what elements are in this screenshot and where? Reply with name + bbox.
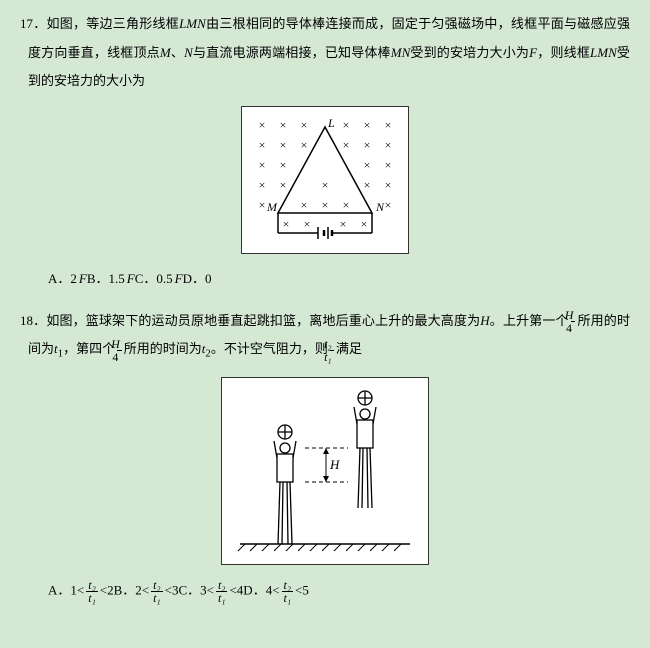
q17-number: 17．: [20, 16, 47, 31]
jump-diagram: H: [230, 386, 420, 556]
svg-text:×: ×: [304, 217, 311, 231]
svg-text:×: ×: [259, 178, 266, 192]
svg-text:×: ×: [340, 217, 347, 231]
svg-text:×: ×: [259, 158, 266, 172]
q18-number: 18．: [20, 313, 46, 328]
question-18: 18．如图，篮球架下的运动员原地垂直起跳扣篮，离地后重心上升的最大高度为H。上升…: [20, 307, 630, 604]
svg-text:×: ×: [283, 217, 290, 231]
svg-text:×: ×: [385, 198, 392, 212]
question-17-text: 17．如图，等边三角形线框LMN由三根相同的导体棒连接而成，固定于匀强磁场中，线…: [28, 10, 630, 96]
label-H: H: [329, 457, 340, 472]
question-17: 17．如图，等边三角形线框LMN由三根相同的导体棒连接而成，固定于匀强磁场中，线…: [20, 10, 630, 287]
svg-text:×: ×: [280, 178, 287, 192]
svg-text:×: ×: [280, 158, 287, 172]
label-N: N: [375, 200, 385, 214]
svg-text:×: ×: [322, 178, 329, 192]
q17-figure-box: × × × × × × × × × × × × × × × × × × × × × × × × × × × × × ×: [241, 106, 409, 254]
q17-options: A．2FB．1.5FC．0.5FD．0: [48, 268, 630, 287]
svg-text:×: ×: [385, 178, 392, 192]
svg-text:×: ×: [343, 138, 350, 152]
svg-text:×: ×: [280, 118, 287, 132]
q18-options: A．1<t₂t₁<2B．2<t₂t₁<3C．3<t₂t₁<4D．4<t₂t₁<5: [48, 579, 630, 604]
svg-text:×: ×: [259, 138, 266, 152]
label-L: L: [327, 116, 335, 130]
svg-text:×: ×: [385, 158, 392, 172]
svg-text:×: ×: [343, 118, 350, 132]
svg-text:×: ×: [364, 158, 371, 172]
svg-text:×: ×: [343, 198, 350, 212]
svg-text:×: ×: [322, 198, 329, 212]
q18-figure-box: H: [221, 377, 429, 565]
svg-text:×: ×: [301, 138, 308, 152]
svg-text:×: ×: [364, 138, 371, 152]
svg-text:×: ×: [280, 138, 287, 152]
fraction-H4-1: H4: [571, 309, 576, 334]
svg-text:×: ×: [385, 118, 392, 132]
svg-text:×: ×: [259, 118, 266, 132]
fraction-t2t1: t₂t₁: [330, 338, 334, 363]
label-M: M: [266, 200, 278, 214]
svg-text:×: ×: [361, 217, 368, 231]
svg-text:×: ×: [385, 138, 392, 152]
q18-figure: H: [20, 377, 630, 569]
q17-figure: × × × × × × × × × × × × × × × × × × × × × × × × × × × × × ×: [20, 106, 630, 258]
fraction-H4-2: H4: [117, 338, 122, 363]
svg-text:×: ×: [259, 198, 266, 212]
svg-text:×: ×: [364, 118, 371, 132]
svg-text:×: ×: [301, 118, 308, 132]
triangle-field-diagram: × × × × × × × × × × × × × × × × × × × × × × × × × × × × × ×: [250, 115, 400, 245]
svg-text:×: ×: [364, 178, 371, 192]
question-18-text: 18．如图，篮球架下的运动员原地垂直起跳扣篮，离地后重心上升的最大高度为H。上升…: [28, 307, 630, 367]
svg-text:×: ×: [301, 198, 308, 212]
